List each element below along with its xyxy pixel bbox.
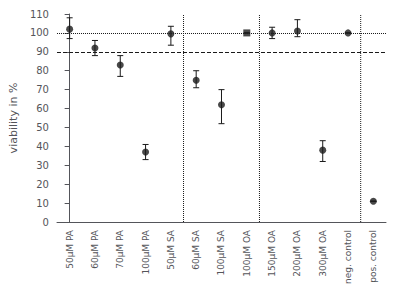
svg-text:30: 30 [36, 160, 49, 171]
svg-text:60: 60 [36, 103, 49, 114]
svg-text:100μM OA: 100μM OA [242, 229, 252, 276]
svg-text:60μM PA: 60μM PA [90, 229, 100, 269]
svg-text:100μM PA: 100μM PA [141, 229, 151, 274]
svg-text:40: 40 [36, 141, 49, 152]
svg-text:50: 50 [36, 122, 49, 133]
svg-text:60μM SA: 60μM SA [191, 229, 201, 270]
svg-text:100: 100 [30, 27, 49, 38]
svg-text:50μM PA: 50μM PA [65, 229, 75, 269]
svg-text:200μM OA: 200μM OA [292, 229, 302, 276]
svg-text:110: 110 [30, 9, 49, 20]
svg-text:10: 10 [36, 198, 49, 209]
svg-text:300μM OA: 300μM OA [318, 229, 328, 276]
svg-text:100μM SA: 100μM SA [216, 229, 226, 275]
svg-text:90: 90 [36, 46, 49, 57]
svg-text:0: 0 [43, 217, 49, 228]
svg-text:viability in %: viability in % [7, 83, 20, 154]
svg-text:20: 20 [36, 179, 49, 190]
svg-text:80: 80 [36, 65, 49, 76]
svg-text:150μM OA: 150μM OA [267, 229, 277, 276]
svg-text:neg. control: neg. control [343, 230, 353, 284]
svg-text:70μM PA: 70μM PA [115, 229, 125, 269]
svg-text:pos. control: pos. control [368, 230, 378, 283]
svg-text:50μM SA: 50μM SA [166, 229, 176, 270]
svg-text:70: 70 [36, 84, 49, 95]
